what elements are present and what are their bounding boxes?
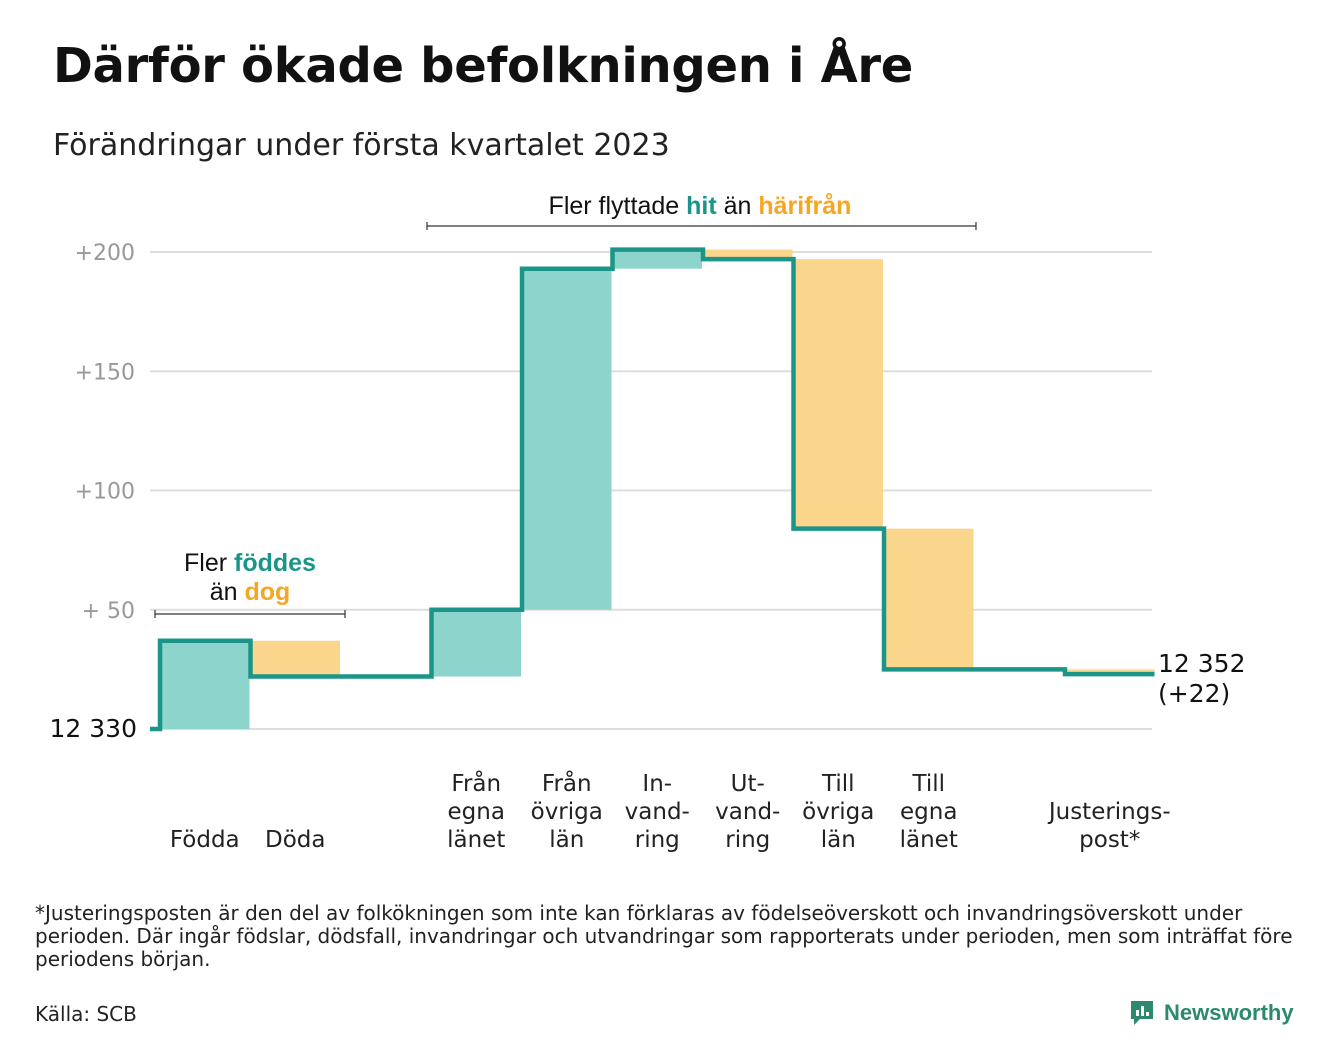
category-label: länet [900,827,958,853]
y-tick-label: + 50 [82,599,135,624]
births-annotation-line1: Fler föddes [184,549,316,577]
category-label: Från [542,769,592,797]
category-label: vand- [625,799,690,825]
end-value-label: 12 352 [1158,649,1245,678]
bar-till-övriga-län [793,259,883,529]
waterfall-chart: +200+150+100+ 50 Födda DödaFrånegnalänetF… [50,192,1246,853]
category-label: egna [900,799,957,825]
source-label: Källa: SCB [35,1002,137,1026]
grid-lines: +200 +150 +100 + 50 [75,241,1152,730]
bar-ut-vand-ring [703,249,793,260]
category-label: ring [635,827,680,853]
migration-annotation: Fler flyttade hit än härifrån [549,192,852,220]
category-label: Till [911,771,945,797]
category-label: Från [451,769,501,797]
y-tick-label: +100 [75,480,135,505]
step-line [150,247,1155,732]
y-tick-label: +200 [75,241,135,266]
step-line-group [150,247,1155,732]
footnote: *Justeringsposten är den del av folkökni… [35,901,1293,971]
category-label: övriga [802,799,874,825]
births-annotation-line2: än dog [210,578,291,606]
chart-title: Därför ökade befolkningen i Åre [53,38,914,94]
bar-in-vand-ring [612,249,702,269]
bar-från-övriga-län [522,268,612,610]
category-label: Döda [265,827,325,853]
bar-justerings-post- [1065,669,1155,675]
category-label: ring [725,827,770,853]
category-label: länet [447,827,505,853]
category-labels: Födda DödaFrånegnalänetFrånövrigalänIn-va… [50,649,1246,853]
bar-till-egna-länet [884,528,974,670]
bar-födda [160,640,250,729]
bar-från-egna-länet [431,609,521,677]
category-label: Födda [170,827,240,853]
category-label: In- [642,771,672,797]
end-value-label: (+22) [1158,679,1230,708]
newsworthy-logo-icon [1131,1001,1153,1025]
chart-subtitle: Förändringar under första kvartalet 2023 [53,128,670,163]
y-tick-label: +150 [75,360,135,385]
category-label: post* [1079,827,1140,853]
baseline-label: 12 330 [50,714,137,743]
brand-name: Newsworthy [1164,1000,1294,1025]
category-label: egna [448,799,505,825]
category-label: län [549,827,584,853]
category-label: län [821,827,856,853]
bar-döda [250,640,340,677]
brand-logo: Newsworthy [1128,998,1294,1028]
category-label: Ut- [731,771,765,797]
bars [160,249,1155,729]
category-label: Till [821,771,855,797]
category-label: vand- [715,799,780,825]
category-label: övriga [531,799,603,825]
category-label: Justerings- [1047,799,1171,825]
